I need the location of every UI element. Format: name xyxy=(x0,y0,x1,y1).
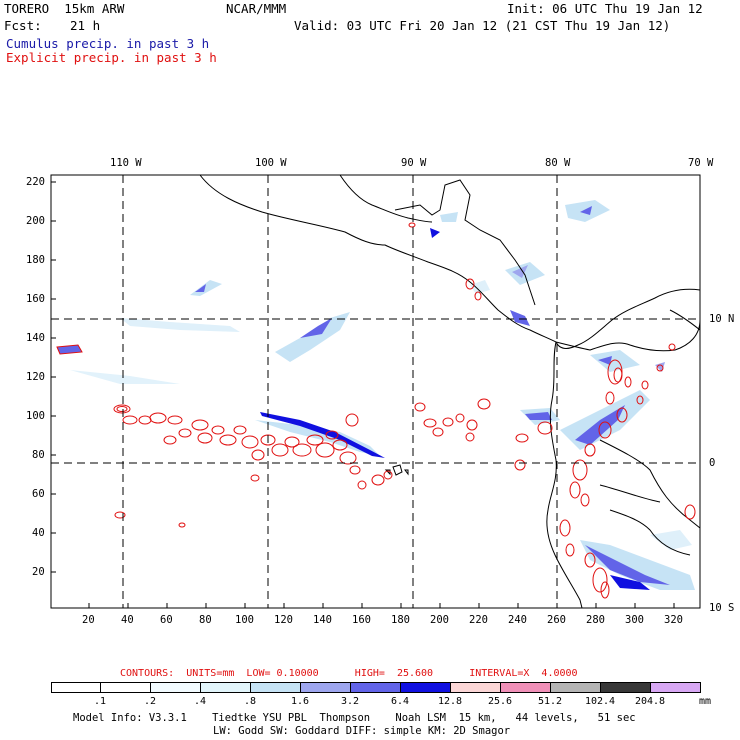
x-tick-label: 160 xyxy=(352,614,371,626)
colorbar-unit: mm xyxy=(698,696,712,707)
lon-label-110w: 110 W xyxy=(110,157,142,169)
lon-label-70w: 70 W xyxy=(688,157,714,169)
colorbar-label: .2 xyxy=(143,696,157,707)
colorbar-label: 204.8 xyxy=(634,696,666,707)
colorbar-swatch xyxy=(400,682,451,693)
cumulus-label: Cumulus precip. in past 3 h xyxy=(6,36,210,51)
x-tick-label: 140 xyxy=(313,614,332,626)
forecast-hour: 21 h xyxy=(70,18,101,33)
colorbar-swatch xyxy=(200,682,251,693)
colorbar-label: 25.6 xyxy=(487,696,513,707)
colorbar-swatch xyxy=(100,682,151,693)
y-tick-label: 180 xyxy=(26,254,45,266)
colorbar-swatch xyxy=(550,682,601,693)
y-tick-label: 20 xyxy=(32,566,45,578)
colorbar-label: 1.6 xyxy=(290,696,310,707)
colorbar-label: 12.8 xyxy=(437,696,463,707)
x-tick-label: 320 xyxy=(664,614,683,626)
model-physics: LW: Godd SW: Goddard DIFF: simple KM: 2D… xyxy=(213,725,511,737)
coastlines xyxy=(199,174,701,609)
y-tick-label: 200 xyxy=(26,215,45,227)
axis-ticks xyxy=(51,181,675,608)
x-tick-label: 40 xyxy=(121,614,134,626)
y-tick-label: 80 xyxy=(32,449,45,461)
colorbar-label: 3.2 xyxy=(340,696,360,707)
colorbar-label: 102.4 xyxy=(584,696,616,707)
colorbar-swatch xyxy=(350,682,401,693)
lat-label-10s: 10 S xyxy=(709,602,735,614)
explicit-label: Explicit precip. in past 3 h xyxy=(6,50,217,65)
organization: NCAR/MMM xyxy=(226,1,287,16)
x-tick-label: 100 xyxy=(235,614,254,626)
colorbar-swatch xyxy=(300,682,351,693)
colorbar-swatch xyxy=(250,682,301,693)
x-tick-label: 240 xyxy=(508,614,527,626)
model-name: TORERO 15km ARW xyxy=(4,1,125,16)
x-tick-label: 280 xyxy=(586,614,605,626)
x-tick-label: 260 xyxy=(547,614,566,626)
x-tick-label: 180 xyxy=(391,614,410,626)
y-tick-label: 220 xyxy=(26,176,45,188)
colorbar-swatch xyxy=(51,682,101,693)
forecast-label: Fcst: xyxy=(4,18,42,33)
colorbar-swatch xyxy=(500,682,551,693)
valid-time: Valid: 03 UTC Fri 20 Jan 12 (21 CST Thu … xyxy=(294,18,671,33)
x-tick-label: 300 xyxy=(625,614,644,626)
x-tick-label: 200 xyxy=(430,614,449,626)
lon-label-90w: 90 W xyxy=(401,157,427,169)
colorbar-swatch xyxy=(450,682,501,693)
lon-label-80w: 80 W xyxy=(545,157,571,169)
colorbar-swatch xyxy=(150,682,201,693)
colorbar-label: .4 xyxy=(193,696,207,707)
explicit-contours xyxy=(113,222,696,599)
colorbar-label: 6.4 xyxy=(390,696,410,707)
colorbar-swatch xyxy=(600,682,651,693)
colorbar-label: 51.2 xyxy=(537,696,563,707)
y-tick-label: 160 xyxy=(26,293,45,305)
cumulus-cell-west xyxy=(56,344,83,355)
colorbar-label: .1 xyxy=(93,696,107,707)
lat-label-10n: 10 N xyxy=(709,313,735,325)
x-tick-label: 120 xyxy=(274,614,293,626)
x-tick-label: 80 xyxy=(199,614,212,626)
x-tick-label: 220 xyxy=(469,614,488,626)
lat-lon-grid xyxy=(51,175,700,608)
x-tick-label: 60 xyxy=(160,614,173,626)
lat-label-0: 0 xyxy=(709,457,716,469)
y-tick-label: 140 xyxy=(26,332,45,344)
colorbar-swatch xyxy=(650,682,701,693)
lon-label-100w: 100 W xyxy=(255,157,287,169)
cumulus-shading xyxy=(70,200,695,590)
model-info: Model Info: V3.3.1 Tiedtke YSU PBL Thomp… xyxy=(73,712,636,724)
x-tick-label: 20 xyxy=(82,614,95,626)
colorbar-label: .8 xyxy=(243,696,257,707)
map-frame xyxy=(50,174,701,609)
y-tick-label: 60 xyxy=(32,488,45,500)
y-tick-label: 40 xyxy=(32,527,45,539)
y-tick-label: 120 xyxy=(26,371,45,383)
init-time: Init: 06 UTC Thu 19 Jan 12 xyxy=(507,1,703,16)
y-tick-label: 100 xyxy=(26,410,45,422)
contour-caption: CONTOURS: UNITS=mm LOW= 0.10000 HIGH= 25… xyxy=(120,668,578,679)
